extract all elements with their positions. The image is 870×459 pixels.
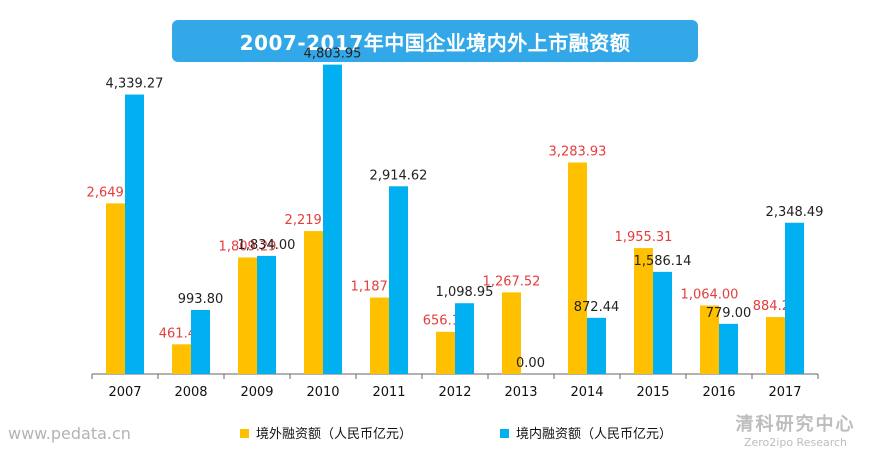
domestic-data-label: 4,339.27 bbox=[106, 77, 164, 92]
x-tick-label: 2007 bbox=[108, 385, 141, 400]
overseas-bar bbox=[634, 248, 653, 374]
overseas-bar bbox=[370, 297, 389, 374]
domestic-bar bbox=[389, 186, 408, 374]
domestic-bar bbox=[323, 64, 342, 375]
domestic-data-label: 872.44 bbox=[574, 300, 620, 315]
domestic-data-label: 1,098.95 bbox=[436, 285, 494, 300]
overseas-bar bbox=[304, 231, 323, 374]
x-tick-label: 2013 bbox=[504, 385, 537, 400]
zero2ipo-watermark: 清科研究中心 Zero2ipo Research bbox=[728, 410, 863, 449]
domestic-data-label: 779.00 bbox=[706, 306, 752, 321]
legend-swatch bbox=[500, 429, 509, 438]
domestic-data-label: 1,586.14 bbox=[634, 254, 692, 269]
x-tick-label: 2009 bbox=[240, 385, 273, 400]
overseas-data-label: 1,809.29 bbox=[219, 239, 277, 254]
x-tick-label: 2014 bbox=[570, 385, 603, 400]
x-tick-label: 2012 bbox=[438, 385, 471, 400]
x-tick-label: 2008 bbox=[174, 385, 207, 400]
legend-label: 境内融资额（人民币亿元） bbox=[516, 426, 672, 442]
domestic-bar bbox=[191, 309, 210, 374]
domestic-data-label: 1,834.00 bbox=[238, 238, 296, 253]
x-tick-label: 2016 bbox=[702, 385, 735, 400]
x-tick-label: 2010 bbox=[306, 385, 339, 400]
pedata-watermark: www.pedata.cn bbox=[8, 424, 131, 443]
overseas-bar bbox=[238, 257, 257, 374]
overseas-bar bbox=[568, 162, 587, 374]
domestic-bar bbox=[653, 271, 672, 374]
overseas-bar bbox=[766, 317, 785, 374]
domestic-data-label: 4,803.95 bbox=[304, 47, 362, 62]
domestic-bar bbox=[587, 317, 606, 374]
x-tick-label: 2015 bbox=[636, 385, 669, 400]
overseas-bar bbox=[700, 305, 719, 374]
overseas-bar bbox=[502, 292, 521, 374]
x-tick-label: 2017 bbox=[768, 385, 801, 400]
domestic-data-label: 2,348.49 bbox=[766, 205, 824, 220]
chart-title: 2007-2017年中国企业境内外上市融资额 bbox=[172, 20, 698, 62]
overseas-bar bbox=[106, 203, 125, 374]
domestic-bar bbox=[455, 303, 474, 374]
domestic-data-label: 993.80 bbox=[178, 292, 224, 307]
domestic-bar bbox=[719, 323, 738, 374]
legend-label: 境外融资额（人民币亿元） bbox=[256, 427, 412, 442]
overseas-bar bbox=[436, 331, 455, 374]
overseas-data-label: 1,064.00 bbox=[681, 287, 739, 302]
legend-swatch bbox=[240, 429, 249, 438]
zero2ipo-watermark-cn: 清科研究中心 bbox=[735, 414, 856, 435]
domestic-bar bbox=[257, 255, 276, 374]
overseas-data-label: 1,267.52 bbox=[483, 274, 541, 289]
domestic-bar bbox=[125, 94, 144, 374]
x-tick-label: 2011 bbox=[372, 385, 405, 400]
domestic-data-label: 0.00 bbox=[516, 356, 545, 371]
overseas-data-label: 3,283.93 bbox=[549, 145, 607, 160]
overseas-bar bbox=[172, 344, 191, 374]
domestic-data-label: 2,914.62 bbox=[370, 168, 428, 183]
overseas-data-label: 1,955.31 bbox=[615, 230, 673, 245]
domestic-bar bbox=[785, 222, 804, 374]
zero2ipo-watermark-en: Zero2ipo Research bbox=[743, 436, 848, 449]
